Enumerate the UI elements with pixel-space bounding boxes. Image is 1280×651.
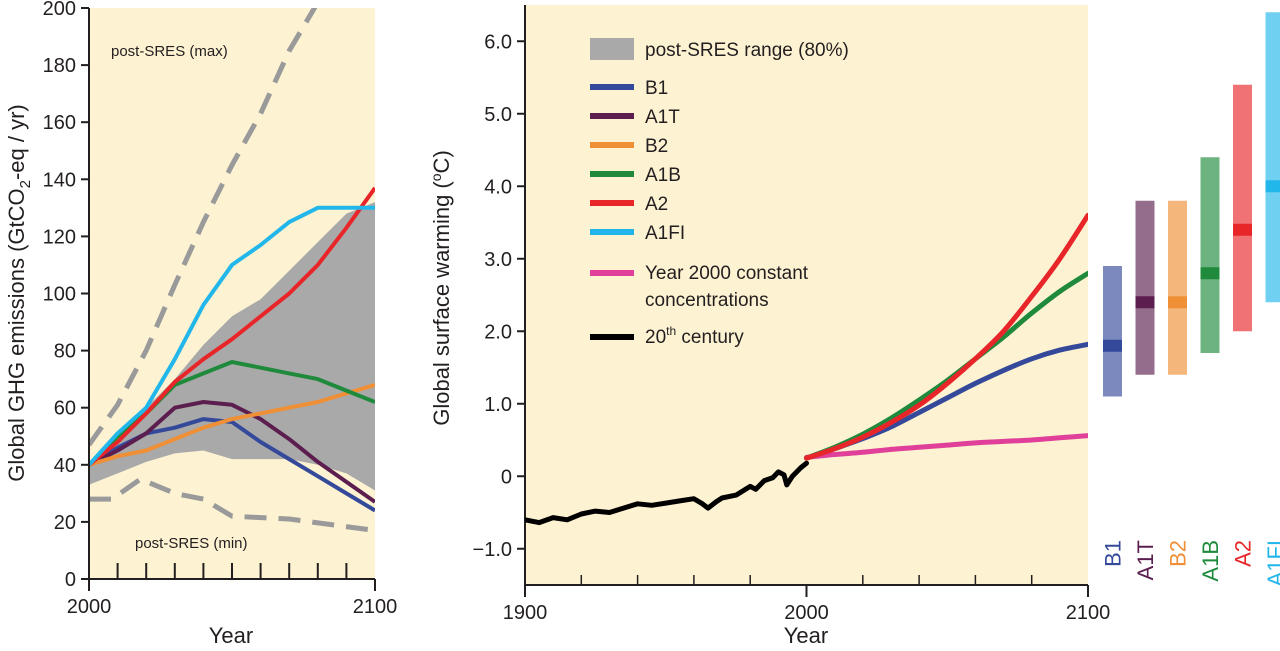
warming-y-label-b: C): [429, 150, 454, 173]
warming-y-tick-label: 5.0: [484, 104, 512, 126]
range-best-a1fi: [1265, 180, 1280, 193]
warming-x-label: Year: [784, 623, 828, 648]
legend-label-b1: B1: [645, 78, 668, 99]
emissions-y-label-sub: 2: [17, 180, 34, 188]
emissions-line-b2: [89, 382, 375, 467]
warming-y-tick-label: 4.0: [484, 176, 512, 198]
legend-century-sup: th: [666, 324, 676, 338]
emissions-y-tick-label: 20: [54, 512, 76, 534]
range-bar-a1b: [1200, 157, 1220, 353]
annotation-post-sres-min: post-SRES (min): [135, 535, 248, 552]
emissions-line-a1t: [89, 400, 375, 504]
emissions-y-tick-label: 160: [43, 112, 76, 134]
annotation-post-sres-max: post-SRES (max): [111, 43, 228, 60]
legend-century-pre: 20: [645, 327, 666, 348]
emissions-y-label: Global GHG emissions (GtCO2-eq / yr): [4, 104, 34, 482]
range-bar-a2: [1233, 84, 1252, 332]
range-best-b1: [1103, 339, 1122, 352]
range-bar-a1fi: [1265, 12, 1280, 303]
emissions-y-tick-label: 120: [43, 226, 76, 248]
legend-label-century: 20th century: [645, 324, 744, 348]
warming-y-tick-label: 1.0: [484, 394, 512, 416]
range-label-b2: B2: [1166, 540, 1191, 567]
range-label-a1t: A1T: [1133, 540, 1158, 580]
legend-swatch-range: [590, 38, 634, 60]
emissions-y-tick-label: 140: [43, 169, 76, 191]
warming-y-label: Global surface warming (oC): [428, 150, 454, 426]
emissions-y-tick-label: 0: [65, 569, 76, 591]
legend-label-a2: A2: [645, 194, 668, 215]
range-label-a1fi: A1FI: [1263, 540, 1280, 586]
range-label-a2: A2: [1231, 540, 1256, 567]
emissions-y-tick-label: 40: [54, 455, 76, 477]
warming-series-layer: [525, 212, 1088, 526]
emissions-x-tick-label: 2000: [67, 596, 112, 618]
warming-panel: −1.0 0 1.0 2.0 3.0 4.0 5.0 6.0 1900 2000 2100 post…: [428, 5, 1110, 648]
warming-y-tick-label: −1.0: [473, 539, 512, 561]
range-bar-b1: [1103, 266, 1122, 397]
range-best-a1b: [1200, 267, 1220, 280]
warming-plot-area: [525, 5, 1088, 585]
emissions-x-tick-label: 2100: [353, 596, 398, 618]
legend-label-a1fi: A1FI: [645, 223, 685, 244]
warming-y-label-sup: o: [428, 173, 444, 181]
legend-label-a1t: A1T: [645, 107, 680, 128]
emissions-y-tick-label: 100: [43, 284, 76, 306]
emissions-dashed-layer: [89, 8, 375, 533]
legend-label-const-2: concentrations: [645, 290, 769, 311]
emissions-series-layer: [89, 186, 375, 513]
emissions-dashed-min: [89, 476, 375, 533]
legend-label-b2: B2: [645, 136, 668, 157]
emissions-y-tick-label: 200: [43, 0, 76, 20]
warming-x-tick-label: 2100: [1066, 602, 1111, 624]
legend-label-range: post-SRES range (80%): [645, 40, 849, 61]
warming-axes: −1.0 0 1.0 2.0 3.0 4.0 5.0 6.0 1900 2000 2100: [473, 5, 1111, 624]
warming-y-tick-label: 6.0: [484, 31, 512, 53]
emissions-y-label-a: Global GHG emissions (GtCO: [4, 188, 29, 481]
emissions-dashed-max: [89, 8, 318, 447]
warming-y-tick-label: 2.0: [484, 321, 512, 343]
warming-x-tick-label: 1900: [503, 602, 548, 624]
emissions-y-label-b: -eq / yr): [4, 104, 29, 180]
scenario-ranges-panel: B1 A1T B2 A1B A2 A1FI: [1101, 12, 1280, 586]
range-label-a1b: A1B: [1198, 540, 1223, 582]
warming-y-tick-label: 0: [501, 466, 512, 488]
warming-y-label-a: Global surface warming (: [429, 181, 454, 426]
range-label-b1: B1: [1101, 540, 1126, 567]
range-bar-b2: [1168, 200, 1187, 375]
warming-x-tick-label: 2000: [784, 602, 829, 624]
emissions-y-tick-label: 80: [54, 341, 76, 363]
warming-line-century: [525, 460, 809, 526]
emissions-axes: 0 20 40 60 80 100 120 140 160 180 200 2000 2100: [43, 0, 398, 618]
emissions-y-tick-label: 60: [54, 398, 76, 420]
emissions-line-a2: [89, 186, 375, 467]
warming-line-a2: [804, 212, 1088, 461]
legend-century-post: century: [676, 327, 744, 348]
legend-label-const-1: Year 2000 constant: [645, 263, 809, 284]
legend-label-a1b: A1B: [645, 165, 681, 186]
emissions-line-a1fi: [89, 205, 375, 467]
emissions-panel: 0 20 40 60 80 100 120 140 160 180 200 2000 2100 post…: [4, 0, 397, 648]
range-best-a1t: [1135, 296, 1155, 309]
range-bar-a1t: [1135, 200, 1155, 375]
warming-y-tick-label: 3.0: [484, 249, 512, 271]
emissions-y-tick-label: 180: [43, 55, 76, 77]
emissions-x-label: Year: [209, 623, 253, 648]
legend: post-SRES range (80%) B1 A1T B2 A1B A2 A1FI Y…: [590, 38, 849, 348]
range-best-a2: [1233, 223, 1252, 236]
warming-line-const: [804, 433, 1088, 460]
range-best-b2: [1168, 296, 1187, 309]
legend-entries: B1 A1T B2 A1B A2 A1FI: [590, 78, 685, 244]
